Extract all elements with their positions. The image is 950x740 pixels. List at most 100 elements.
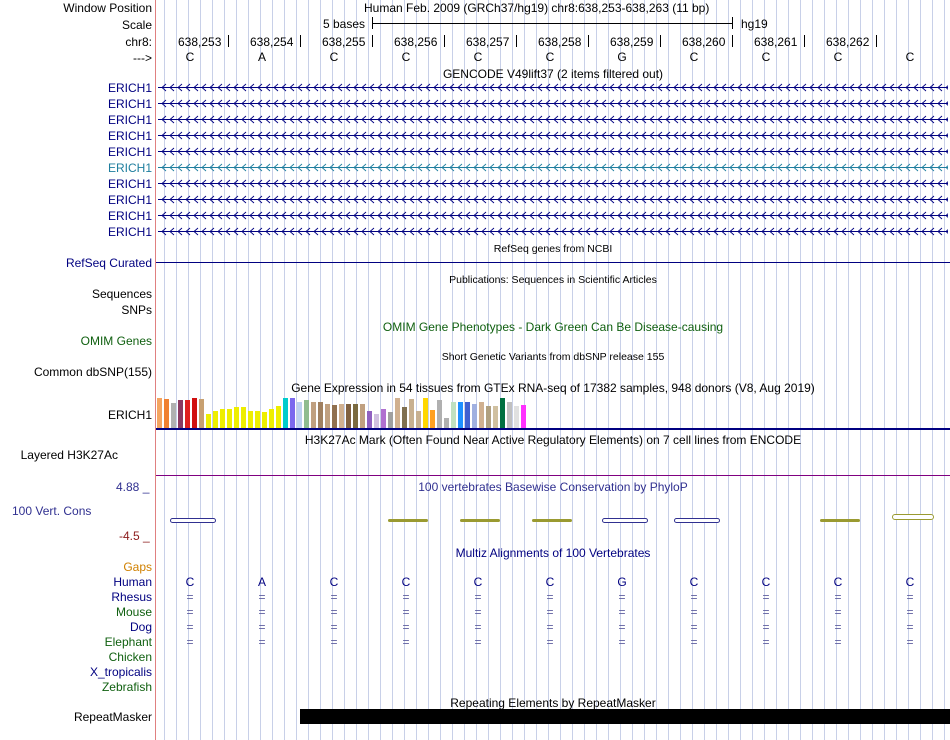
gtex-tissue-bar[interactable] bbox=[430, 410, 435, 428]
species-label[interactable]: Human bbox=[113, 575, 152, 589]
gtex-tissue-bar[interactable] bbox=[416, 411, 421, 428]
gtex-tissue-bar[interactable] bbox=[514, 406, 519, 428]
gtex-tissue-bar[interactable] bbox=[500, 398, 505, 428]
gtex-tissue-bar[interactable] bbox=[276, 406, 281, 428]
gtex-tissue-bar[interactable] bbox=[234, 407, 239, 428]
gtex-tissue-bar[interactable] bbox=[409, 399, 414, 428]
gencode-gene-line[interactable] bbox=[158, 99, 948, 108]
gtex-tissue-bar[interactable] bbox=[388, 412, 393, 428]
phylop-bar[interactable] bbox=[532, 519, 572, 522]
gtex-tissue-bar[interactable] bbox=[311, 402, 316, 428]
gtex-tissue-bar[interactable] bbox=[367, 411, 372, 428]
gtex-tissue-bar[interactable] bbox=[164, 399, 169, 428]
gtex-tissue-bar[interactable] bbox=[255, 411, 260, 428]
species-label[interactable]: Elephant bbox=[104, 635, 152, 649]
species-label[interactable]: Rhesus bbox=[111, 590, 152, 604]
gtex-tissue-bar[interactable] bbox=[472, 404, 477, 428]
species-label[interactable]: Chicken bbox=[108, 650, 152, 664]
gtex-tissue-bar[interactable] bbox=[465, 402, 470, 428]
gencode-gene-label[interactable]: ERICH1 bbox=[107, 225, 152, 239]
gtex-tissue-bar[interactable] bbox=[402, 407, 407, 428]
gtex-tissue-bar[interactable] bbox=[213, 411, 218, 428]
gencode-gene-line[interactable] bbox=[158, 163, 948, 172]
gtex-tissue-bar[interactable] bbox=[381, 409, 386, 428]
gtex-tissue-bar[interactable] bbox=[262, 412, 267, 428]
phylop-bar[interactable] bbox=[388, 519, 428, 522]
phylop-bar[interactable] bbox=[820, 519, 860, 522]
gtex-tissue-bar[interactable] bbox=[444, 418, 449, 428]
species-label[interactable]: Dog bbox=[129, 620, 152, 634]
gtex-tissue-bar[interactable] bbox=[227, 409, 232, 428]
gtex-tissue-bar[interactable] bbox=[318, 402, 323, 428]
h3k27ac-label[interactable]: Layered H3K27Ac bbox=[20, 448, 118, 462]
gtex-tissue-bar[interactable] bbox=[192, 398, 197, 428]
gtex-tissue-bar[interactable] bbox=[220, 409, 225, 428]
gencode-gene-line[interactable] bbox=[158, 83, 948, 92]
gtex-tissue-bar[interactable] bbox=[437, 400, 442, 428]
gencode-gene-label[interactable]: ERICH1 bbox=[107, 193, 152, 207]
species-label[interactable]: X_tropicalis bbox=[89, 665, 152, 679]
gtex-tissue-bar[interactable] bbox=[521, 405, 526, 428]
phylop-bar[interactable] bbox=[892, 514, 934, 520]
gencode-gene-line[interactable] bbox=[158, 179, 948, 188]
gencode-gene-label[interactable]: ERICH1 bbox=[107, 113, 152, 127]
gtex-tissue-bar[interactable] bbox=[360, 404, 365, 428]
gtex-tissue-bar[interactable] bbox=[157, 398, 162, 428]
gencode-gene-label[interactable]: ERICH1 bbox=[107, 161, 152, 175]
gencode-gene-label[interactable]: ERICH1 bbox=[107, 97, 152, 111]
refseq-gene-line[interactable] bbox=[156, 262, 950, 263]
gtex-tissue-bar[interactable] bbox=[304, 400, 309, 428]
phylop-label[interactable]: 100 Vert. Cons bbox=[12, 504, 92, 518]
repeatmasker-element[interactable] bbox=[300, 709, 950, 724]
gencode-gene-line[interactable] bbox=[158, 115, 948, 124]
gtex-tissue-bar[interactable] bbox=[346, 404, 351, 428]
gtex-tissue-bar[interactable] bbox=[486, 406, 491, 428]
gtex-tissue-bar[interactable] bbox=[332, 405, 337, 428]
gtex-gene-label[interactable]: ERICH1 bbox=[107, 408, 152, 422]
gencode-gene-line[interactable] bbox=[158, 195, 948, 204]
gtex-tissue-bar[interactable] bbox=[374, 414, 379, 428]
phylop-bar[interactable] bbox=[460, 519, 500, 522]
phylop-bar[interactable] bbox=[602, 518, 648, 523]
gtex-tissue-bar[interactable] bbox=[353, 404, 358, 428]
gencode-gene-label[interactable]: ERICH1 bbox=[107, 81, 152, 95]
gtex-tissue-bar[interactable] bbox=[451, 402, 456, 428]
gencode-gene-label[interactable]: ERICH1 bbox=[107, 177, 152, 191]
gtex-tissue-bar[interactable] bbox=[458, 402, 463, 428]
gtex-tissue-bar[interactable] bbox=[395, 398, 400, 428]
gtex-tissue-bar[interactable] bbox=[185, 400, 190, 428]
multiz-gaps-label[interactable]: Gaps bbox=[123, 560, 152, 574]
gtex-tissue-bar[interactable] bbox=[325, 404, 330, 428]
species-label[interactable]: Zebrafish bbox=[101, 680, 152, 694]
gtex-tissue-bar[interactable] bbox=[269, 409, 274, 428]
gtex-tissue-bar[interactable] bbox=[423, 398, 428, 428]
publications-snps-label[interactable]: SNPs bbox=[121, 303, 152, 317]
species-label[interactable]: Mouse bbox=[115, 605, 152, 619]
phylop-bar[interactable] bbox=[674, 518, 720, 523]
gtex-tissue-bar[interactable] bbox=[290, 398, 295, 428]
gencode-gene-line[interactable] bbox=[158, 131, 948, 140]
repeatmasker-label[interactable]: RepeatMasker bbox=[73, 710, 152, 724]
gtex-tissue-bar[interactable] bbox=[206, 414, 211, 428]
gencode-gene-line[interactable] bbox=[158, 211, 948, 220]
omim-label[interactable]: OMIM Genes bbox=[80, 334, 152, 348]
gencode-gene-line[interactable] bbox=[158, 227, 948, 236]
gencode-gene-line[interactable] bbox=[158, 147, 948, 156]
gtex-tissue-bar[interactable] bbox=[479, 402, 484, 428]
publications-sequences-label[interactable]: Sequences bbox=[91, 287, 152, 301]
gtex-tissue-bar[interactable] bbox=[507, 402, 512, 428]
gtex-tissue-bar[interactable] bbox=[171, 403, 176, 428]
gtex-tissue-bar[interactable] bbox=[248, 411, 253, 428]
gtex-tissue-bar[interactable] bbox=[283, 398, 288, 428]
phylop-bar[interactable] bbox=[170, 518, 216, 523]
gtex-tissue-bar[interactable] bbox=[241, 407, 246, 428]
gtex-tissue-bar[interactable] bbox=[199, 399, 204, 428]
gencode-gene-label[interactable]: ERICH1 bbox=[107, 209, 152, 223]
gtex-tissue-bar[interactable] bbox=[297, 402, 302, 428]
gencode-gene-label[interactable]: ERICH1 bbox=[107, 145, 152, 159]
gtex-tissue-bar[interactable] bbox=[493, 406, 498, 428]
gtex-tissue-bar[interactable] bbox=[339, 404, 344, 428]
dbsnp-label[interactable]: Common dbSNP(155) bbox=[33, 365, 152, 379]
gtex-tissue-bar[interactable] bbox=[178, 400, 183, 428]
